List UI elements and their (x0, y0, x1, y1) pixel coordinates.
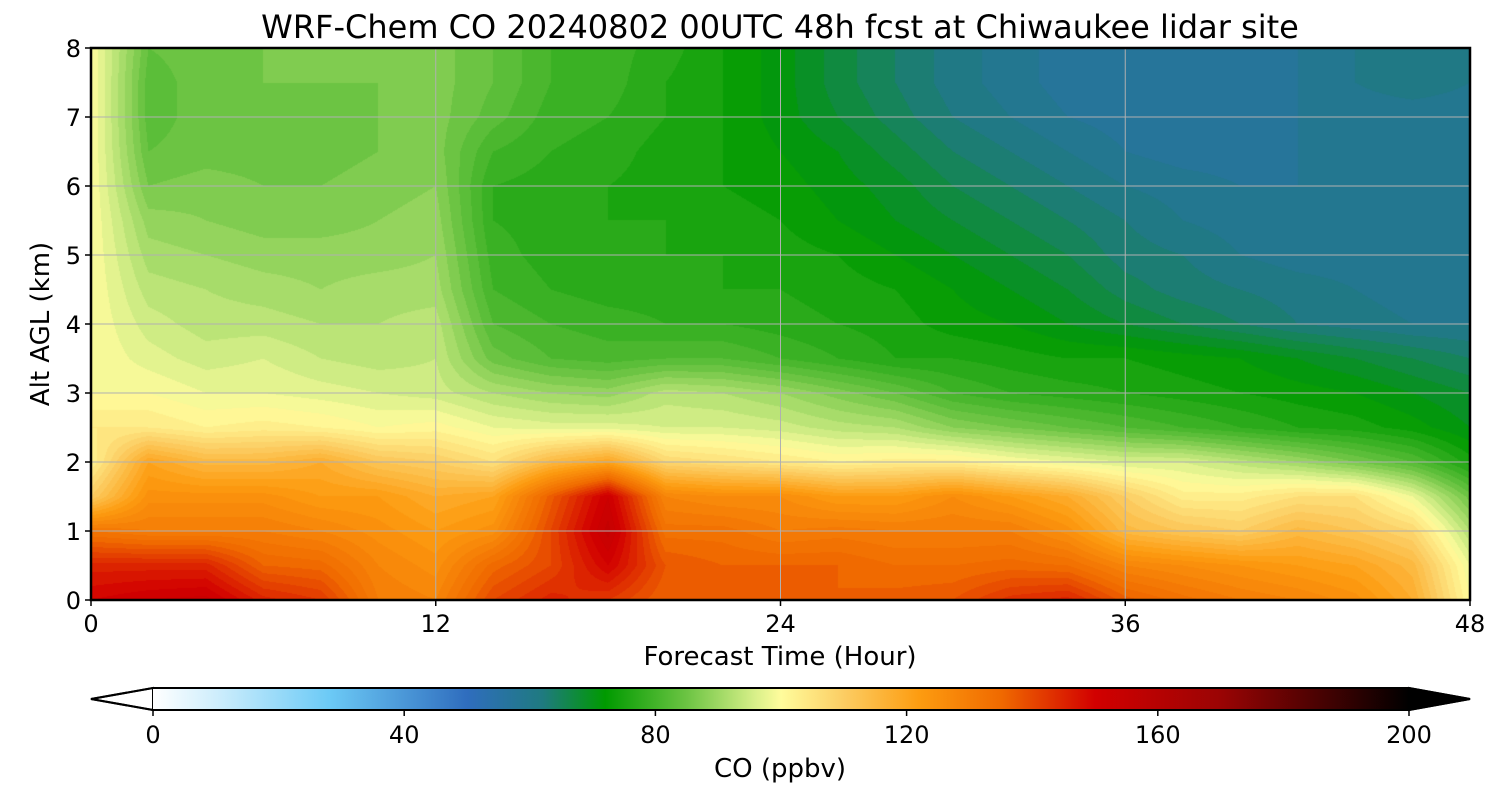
colorbar: 0 40 80 120 160 200 (90, 686, 1471, 749)
x-tick-label: 24 (765, 610, 796, 638)
colorbar-tick-label: 80 (640, 721, 671, 749)
chart-title: WRF-Chem CO 20240802 00UTC 48h fcst at C… (261, 8, 1299, 46)
colorbar-extend-max (1408, 686, 1471, 712)
x-axis: 0 12 24 36 48 (83, 600, 1485, 638)
colorbar-tick-label: 40 (389, 721, 420, 749)
y-axis: 0 1 2 3 4 5 6 7 8 (66, 35, 91, 615)
x-tick-label: 48 (1455, 610, 1486, 638)
colorbar-tick-label: 0 (145, 721, 160, 749)
y-tick-label: 6 (66, 173, 81, 201)
y-tick-label: 7 (66, 104, 81, 132)
colorbar-ticks: 0 40 80 120 160 200 (145, 710, 1432, 749)
y-tick-label: 3 (66, 380, 81, 408)
x-tick-label: 36 (1110, 610, 1141, 638)
y-tick-label: 5 (66, 242, 81, 270)
x-axis-label: Forecast Time (Hour) (643, 642, 916, 672)
y-tick-label: 1 (66, 518, 81, 546)
colorbar-label: CO (ppbv) (714, 754, 846, 784)
colorbar-gradient (153, 688, 1409, 710)
y-tick-label: 2 (66, 449, 81, 477)
colorbar-tick-label: 120 (884, 721, 930, 749)
colorbar-tick-label: 160 (1135, 721, 1181, 749)
colorbar-extend-min (90, 686, 154, 712)
y-tick-label: 4 (66, 311, 81, 339)
y-axis-label: Alt AGL (km) (26, 242, 56, 406)
y-tick-label: 8 (66, 35, 81, 63)
x-tick-label: 0 (83, 610, 98, 638)
y-tick-label: 0 (66, 587, 81, 615)
x-tick-label: 12 (420, 610, 451, 638)
colorbar-tick-label: 200 (1386, 721, 1432, 749)
